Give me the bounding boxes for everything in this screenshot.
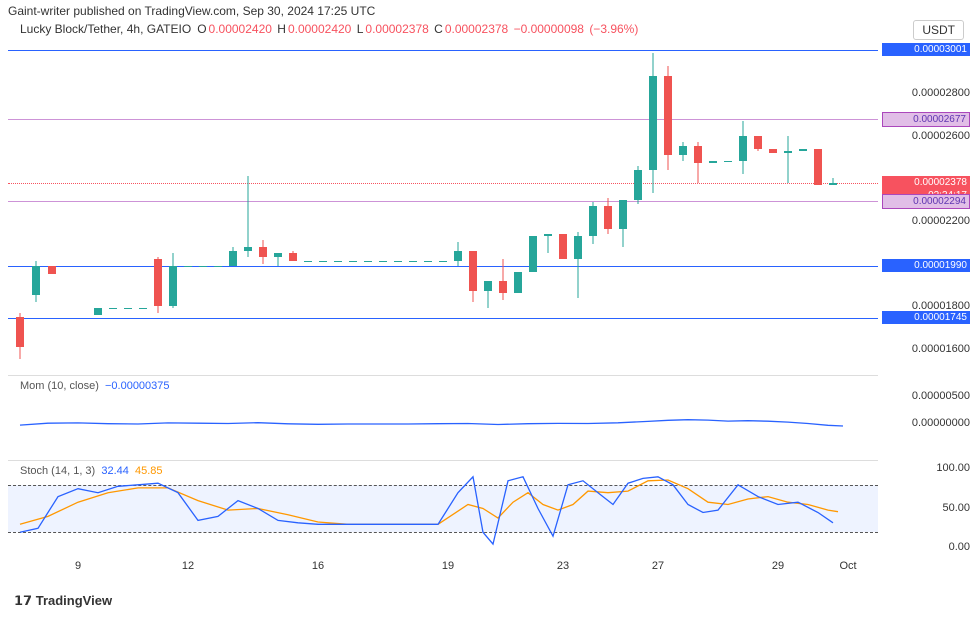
candle: [244, 40, 252, 370]
candle: [289, 40, 297, 370]
candle: [409, 40, 417, 370]
candle: [32, 40, 40, 370]
candle: [334, 40, 342, 370]
currency-label: USDT: [913, 20, 964, 40]
candle: [139, 40, 147, 370]
candle: [199, 40, 207, 370]
candle: [649, 40, 657, 370]
candle: [604, 40, 612, 370]
stoch-lines: [8, 461, 878, 556]
time-tick: 27: [652, 560, 664, 572]
candle: [619, 40, 627, 370]
candle: [664, 40, 672, 370]
momentum-axis: 0.00000500 0.00000000: [882, 375, 972, 455]
candle: [124, 40, 132, 370]
candle: [184, 40, 192, 370]
time-tick: Oct: [839, 560, 856, 572]
candle: [48, 40, 56, 370]
candle: [424, 40, 432, 370]
candle: [589, 40, 597, 370]
candle: [394, 40, 402, 370]
momentum-grid-label: 0.00000500: [912, 390, 970, 402]
price-grid-label: 0.00002200: [882, 215, 970, 227]
logo-icon: 𝟭𝟳: [14, 593, 32, 608]
candle: [754, 40, 762, 370]
symbol-info-bar: Lucky Block/Tether, 4h, GATEIO O0.000024…: [20, 22, 640, 36]
time-tick: 16: [312, 560, 324, 572]
time-axis: 9 12 16 19 23 27 29 Oct: [8, 560, 878, 580]
candle: [709, 40, 717, 370]
price-chart[interactable]: [8, 40, 878, 370]
stochastic-panel[interactable]: Stoch (14, 1, 3) 32.44 45.85: [8, 460, 878, 555]
publish-header: Gaint-writer published on TradingView.co…: [8, 4, 375, 18]
candle: [739, 40, 747, 370]
candle: [274, 40, 282, 370]
symbol-name: Lucky Block/Tether, 4h, GATEIO: [20, 22, 191, 36]
momentum-line: [8, 376, 878, 456]
candle: [784, 40, 792, 370]
candle: [454, 40, 462, 370]
candle: [469, 40, 477, 370]
candle: [829, 40, 837, 370]
price-line-label: 0.00002294: [882, 194, 970, 209]
stoch-grid-label: 0.00: [949, 541, 970, 553]
price-grid-label: 0.00002600: [882, 130, 970, 142]
price-grid-label: 0.00002800: [882, 87, 970, 99]
candle: [109, 40, 117, 370]
candle: [679, 40, 687, 370]
candle: [484, 40, 492, 370]
candle: [559, 40, 567, 370]
candle: [94, 40, 102, 370]
candle: [304, 40, 312, 370]
time-tick: 9: [75, 560, 81, 572]
candle: [724, 40, 732, 370]
candle: [814, 40, 822, 370]
momentum-grid-label: 0.00000000: [912, 417, 970, 429]
candle: [16, 40, 24, 370]
price-line-label: 0.00003001: [882, 43, 970, 56]
tradingview-logo: 𝟭𝟳 TradingView: [14, 593, 112, 609]
candle: [769, 40, 777, 370]
candle: [154, 40, 162, 370]
candle: [364, 40, 372, 370]
time-tick: 29: [772, 560, 784, 572]
price-line-label: 0.00002378: [882, 176, 970, 189]
momentum-panel[interactable]: Mom (10, close) −0.00000375: [8, 375, 878, 455]
candle: [634, 40, 642, 370]
candle: [529, 40, 537, 370]
stochastic-axis: 100.00 50.00 0.00: [882, 460, 972, 555]
stoch-grid-label: 50.00: [942, 502, 970, 514]
candle: [259, 40, 267, 370]
candle: [799, 40, 807, 370]
time-tick: 12: [182, 560, 194, 572]
candle: [379, 40, 387, 370]
candle: [169, 40, 177, 370]
time-tick: 23: [557, 560, 569, 572]
candle: [319, 40, 327, 370]
ohlc-values: O0.00002420 H0.00002420 L0.00002378 C0.0…: [197, 22, 640, 36]
stoch-grid-label: 100.00: [936, 462, 970, 474]
candle: [229, 40, 237, 370]
price-grid-label: 0.00001600: [882, 343, 970, 355]
price-axis: 0.000028000.000026000.000022000.00001800…: [882, 40, 972, 370]
price-line-label: 0.00002677: [882, 112, 970, 127]
price-line-label: 0.00001745: [882, 311, 970, 324]
time-tick: 19: [442, 560, 454, 572]
candle: [694, 40, 702, 370]
candle: [349, 40, 357, 370]
candle: [514, 40, 522, 370]
candle: [439, 40, 447, 370]
candle: [544, 40, 552, 370]
price-line-label: 0.00001990: [882, 259, 970, 272]
candle: [574, 40, 582, 370]
candle: [499, 40, 507, 370]
candle: [214, 40, 222, 370]
